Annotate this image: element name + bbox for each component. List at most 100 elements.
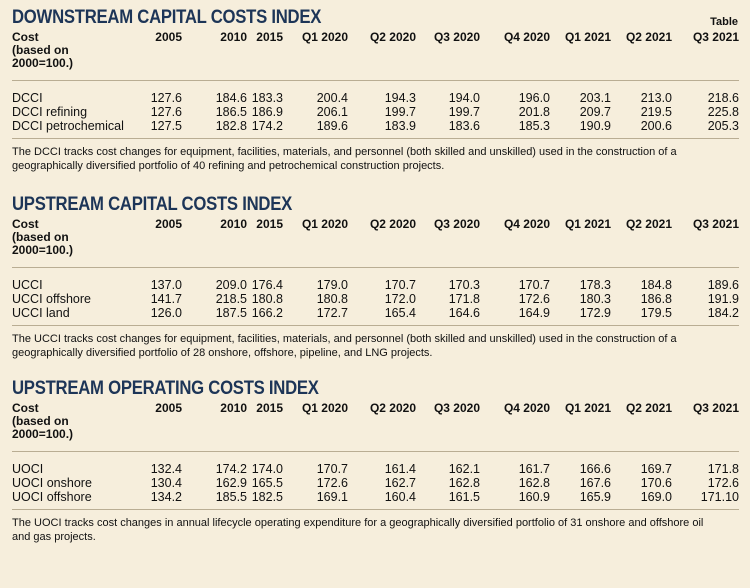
cell-value: 162.9 — [215, 476, 247, 490]
header-label-line: (based on — [12, 414, 69, 428]
data-table: Cost (based on 2000=100.) 2005 2010 2015 Q1 20… — [12, 218, 739, 326]
cell-value: 179.5 — [640, 306, 672, 320]
header-label-line: Cost — [12, 217, 39, 231]
cell-value: 184.2 — [707, 306, 739, 320]
row-label: UCCI land — [12, 306, 70, 320]
cell-value: 161.7 — [518, 462, 550, 476]
cell-value: 172.6 — [707, 476, 739, 490]
column-header: 2015 — [256, 30, 283, 44]
column-header: 2015 — [256, 217, 283, 231]
cell-value: 218.6 — [707, 91, 739, 105]
data-row: UCCI offshore 141.7 218.5 180.8 180.8 172.0 17… — [12, 292, 739, 306]
column-header: Q1 2020 — [301, 401, 348, 415]
cell-value: 170.7 — [316, 462, 348, 476]
header-row: Cost (based on 2000=100.) 2005 2010 2015 Q1 20… — [12, 31, 739, 81]
column-header: Q4 2020 — [503, 217, 550, 231]
row-label: UOCI — [12, 462, 44, 476]
cell-value: 160.4 — [384, 490, 416, 504]
column-header: Q2 2020 — [369, 30, 416, 44]
cell-value: 169.0 — [640, 490, 672, 504]
cell-value: 164.6 — [448, 306, 480, 320]
cell-value: 162.1 — [448, 462, 480, 476]
data-row: DCCI 127.6 184.6 183.3 200.4 194.3 194.0 196.0 2… — [12, 81, 739, 106]
row-label: DCCI petrochemical — [12, 119, 124, 133]
cell-value: 141.7 — [150, 292, 182, 306]
column-header: 2010 — [220, 217, 247, 231]
cell-value: 172.7 — [316, 306, 348, 320]
header-row: Cost (based on 2000=100.) 2005 2010 2015 Q1 20… — [12, 218, 739, 268]
cell-value: 194.0 — [448, 91, 480, 105]
cell-value: 179.0 — [316, 278, 348, 292]
cell-value: 172.0 — [384, 292, 416, 306]
cell-value: 162.8 — [448, 476, 480, 490]
column-header: 2005 — [155, 217, 182, 231]
cell-value: 184.6 — [215, 91, 247, 105]
column-header: Q3 2021 — [692, 217, 739, 231]
header-label-line: (based on — [12, 43, 69, 57]
cell-value: 186.8 — [640, 292, 672, 306]
cell-value: 194.3 — [384, 91, 416, 105]
cell-value: 162.8 — [518, 476, 550, 490]
cell-value: 170.6 — [640, 476, 672, 490]
header-label-line: 2000=100.) — [12, 427, 74, 441]
cell-value: 176.4 — [251, 278, 283, 292]
cell-value: 205.3 — [707, 119, 739, 133]
cell-value: 183.9 — [384, 119, 416, 133]
cell-value: 126.0 — [150, 306, 182, 320]
data-row: UOCI 132.4 174.2 174.0 170.7 161.4 162.1 161.7 1… — [12, 452, 739, 477]
cell-value: 174.2 — [215, 462, 247, 476]
column-header: 2015 — [256, 401, 283, 415]
cell-value: 165.4 — [384, 306, 416, 320]
data-row: DCCI refining 127.6 186.5 186.9 206.1 199.7 19… — [12, 105, 739, 119]
cell-value: 186.9 — [251, 105, 283, 119]
column-header: Q1 2020 — [301, 30, 348, 44]
cell-value: 185.5 — [215, 490, 247, 504]
cell-value: 172.6 — [518, 292, 550, 306]
cell-value: 190.9 — [579, 119, 611, 133]
column-header: Q3 2020 — [433, 401, 480, 415]
cell-value: 170.7 — [384, 278, 416, 292]
column-header: Q3 2021 — [692, 30, 739, 44]
column-header: Q2 2020 — [369, 401, 416, 415]
cell-value: 171.10 — [700, 490, 739, 504]
header-label: Cost (based on 2000=100.) — [12, 218, 140, 268]
row-label: UCCI — [12, 278, 43, 292]
cell-value: 178.3 — [579, 278, 611, 292]
cell-value: 189.6 — [707, 278, 739, 292]
column-header: Q3 2020 — [433, 30, 480, 44]
header-label-line: 2000=100.) — [12, 56, 74, 70]
cell-value: 200.4 — [316, 91, 348, 105]
header-label: Cost (based on 2000=100.) — [12, 31, 140, 81]
cell-value: 162.7 — [384, 476, 416, 490]
cell-value: 174.2 — [251, 119, 283, 133]
data-table: Cost (based on 2000=100.) 2005 2010 2015 Q1 20… — [12, 402, 739, 510]
cell-value: 165.5 — [251, 476, 283, 490]
data-row: DCCI petrochemical 127.5 182.8 174.2 189.6 18… — [12, 119, 739, 139]
header-label-line: 2000=100.) — [12, 243, 74, 257]
column-header: 2010 — [220, 30, 247, 44]
data-row: UOCI offshore 134.2 185.5 182.5 169.1 160.4 16… — [12, 490, 739, 510]
cell-value: 171.8 — [707, 462, 739, 476]
cell-value: 160.9 — [518, 490, 550, 504]
column-header: Q1 2021 — [564, 217, 611, 231]
header-label-line: (based on — [12, 230, 69, 244]
cell-value: 180.8 — [316, 292, 348, 306]
section: UPSTREAM CAPITAL COSTS INDEX Cost (based o… — [12, 192, 739, 360]
note: The DCCI tracks cost changes for equipme… — [12, 146, 677, 172]
column-header: Q2 2021 — [625, 401, 672, 415]
data-row: UOCI onshore 130.4 162.9 165.5 172.6 162.7 162… — [12, 476, 739, 490]
cell-value: 182.8 — [215, 119, 247, 133]
cell-value: 186.5 — [215, 105, 247, 119]
cell-value: 127.6 — [150, 91, 182, 105]
column-header: 2005 — [155, 401, 182, 415]
section: UPSTREAM OPERATING COSTS INDEX Cost (based… — [12, 376, 739, 544]
row-label: UCCI offshore — [12, 292, 91, 306]
data-row: UCCI land 126.0 187.5 166.2 172.7 165.4 164.6 1… — [12, 306, 739, 326]
corner-label: Table — [710, 16, 738, 28]
cell-value: 161.5 — [448, 490, 480, 504]
cell-value: 201.8 — [518, 105, 550, 119]
cell-value: 171.8 — [448, 292, 480, 306]
cell-value: 167.6 — [579, 476, 611, 490]
cell-value: 209.0 — [215, 278, 247, 292]
